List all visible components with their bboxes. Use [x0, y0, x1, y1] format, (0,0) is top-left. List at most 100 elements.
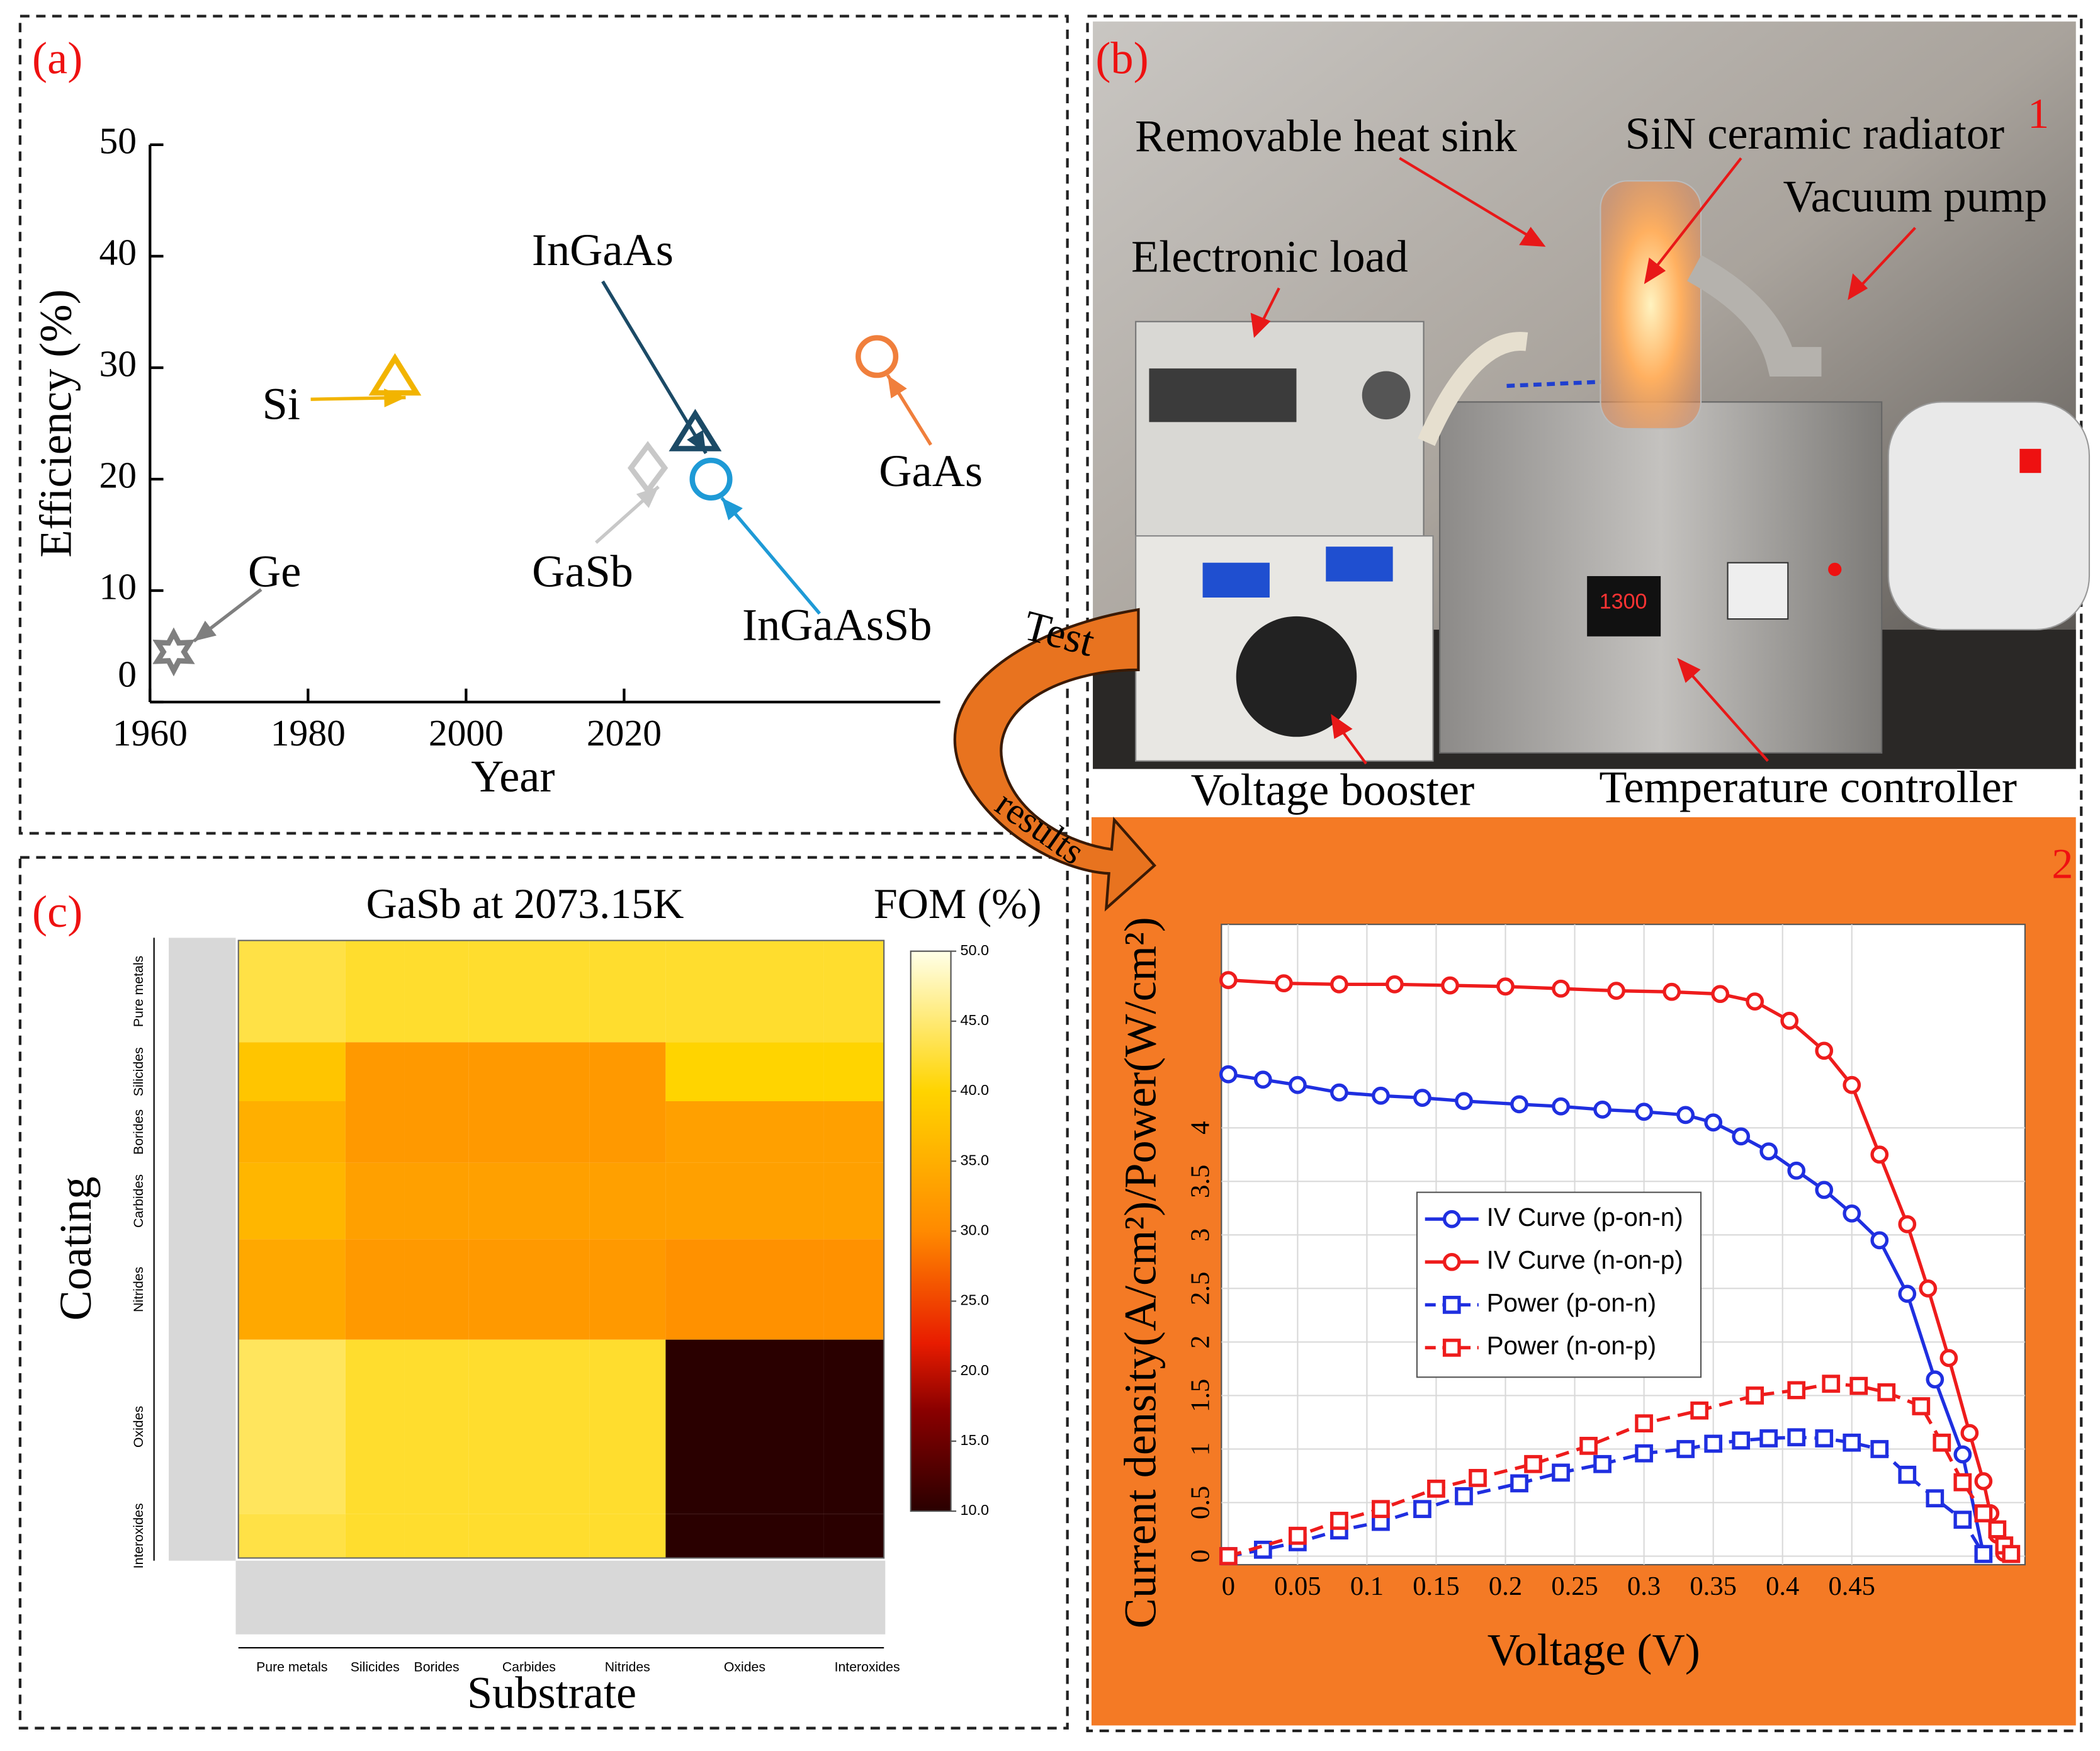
colorbar-tick-label: 15.0: [960, 1432, 989, 1448]
data-point: [1746, 992, 1764, 1011]
colorbar-tick-label: 30.0: [960, 1222, 989, 1238]
heatmap-cell: [665, 1042, 824, 1101]
x-tick-label: 0.35: [1690, 1572, 1736, 1601]
data-point: [1815, 1041, 1834, 1060]
data-point: [1732, 1127, 1751, 1146]
series-line: [1228, 1382, 2012, 1558]
heatmap-cell: [823, 940, 884, 1043]
y-tick-label: 2: [1185, 1335, 1215, 1349]
data-point: [1455, 1092, 1473, 1111]
vacuum-pump: [1887, 401, 2091, 631]
y-tick-label: 30: [99, 343, 137, 385]
y-axis-label: Efficiency (%): [30, 289, 81, 557]
data-point: [1219, 1065, 1238, 1084]
x-axis-label: Year: [471, 751, 555, 802]
vacuum-hose: [1687, 255, 1822, 377]
colorbar-tick-label: 35.0: [960, 1152, 989, 1168]
x-tick-label: 0.3: [1627, 1572, 1661, 1601]
y-group-label: Nitrides: [131, 1267, 146, 1312]
load-display: [1149, 368, 1297, 422]
heatmap-cell: [468, 940, 590, 1043]
y-tick-label: 4: [1185, 1121, 1215, 1135]
heatmap-cell: [345, 1514, 405, 1558]
panel-b-frame: [1086, 14, 2083, 1733]
data-point: [1510, 1474, 1528, 1493]
data-point: [1704, 1113, 1723, 1132]
y-tick-label: 20: [99, 455, 137, 496]
data-point: [1579, 1436, 1598, 1455]
heatmap-cell: [404, 1339, 469, 1514]
data-point: [1822, 1374, 1841, 1393]
photo-label: Vacuum pump: [1783, 171, 2047, 222]
data-point: [1253, 1540, 1272, 1559]
data-point: [1469, 1469, 1487, 1487]
load-knob: [1362, 371, 1411, 420]
annotation-arrowhead: [721, 497, 743, 521]
data-point: [1919, 1279, 1938, 1298]
electronic-load: [1135, 320, 1425, 550]
water-hose: [1418, 332, 1528, 446]
heatmap-cell: [665, 940, 824, 1043]
point-label: GaAs: [879, 446, 983, 496]
heatmap-cell: [238, 1162, 346, 1240]
data-point: [1843, 1433, 1861, 1452]
data-point: [1759, 1142, 1778, 1161]
data-point: [1635, 1444, 1653, 1463]
photo-label: Removable heat sink: [1135, 111, 1517, 161]
photo: 1300: [1093, 21, 2091, 817]
data-point: [1787, 1161, 1806, 1180]
heatmap-cell: [345, 1339, 405, 1514]
annotation-arrowhead: [888, 375, 907, 399]
data-point: [1877, 1383, 1896, 1402]
data-point: [1552, 1097, 1570, 1116]
data-point: [1289, 1075, 1307, 1094]
data-point: [1933, 1433, 1951, 1452]
colorbar-tick-label: 10.0: [960, 1502, 989, 1518]
connector-arrow: [953, 608, 1156, 912]
data-point: [1330, 1083, 1348, 1102]
point-label: Ge: [248, 547, 301, 597]
data-point: [1974, 1504, 1993, 1522]
heatmap-cell: [589, 940, 666, 1043]
heatmap-cell: [665, 1162, 824, 1240]
x-axis-label: Voltage (V): [1488, 1624, 1700, 1675]
data-point: [1427, 1480, 1445, 1498]
data-point: [1843, 1075, 1861, 1094]
colorbar-tick-label: 20.0: [960, 1362, 989, 1378]
y-group-label: Oxides: [131, 1406, 146, 1448]
x-group-label: Pure metals: [256, 1660, 327, 1675]
data-point: [1939, 1349, 1958, 1368]
heatmap-cell: [345, 1239, 405, 1340]
heatmap-cell: [665, 1239, 824, 1340]
data-point: [1898, 1215, 1917, 1233]
heatmap-cell: [823, 1042, 884, 1101]
data-point: [1759, 1429, 1778, 1448]
colorbar-tick-label: 25.0: [960, 1292, 989, 1308]
caption-strip: [1093, 769, 2076, 817]
y-tick-label: 10: [99, 566, 137, 608]
heatmap-cell: [823, 1339, 884, 1514]
x-axis-label: Substrate: [467, 1667, 636, 1718]
y-tick-label: 2.5: [1185, 1272, 1215, 1305]
photo-arrows: [1250, 157, 1916, 765]
heatmap-cell: [238, 1339, 346, 1514]
legend-marker: [1442, 1339, 1461, 1357]
data-point: [1988, 1520, 2007, 1539]
x-tick-label: 0.4: [1766, 1572, 1799, 1601]
meter: [1727, 562, 1789, 620]
heatmap-cell: [823, 1239, 884, 1340]
x-tick-label: 0.05: [1274, 1572, 1321, 1601]
y-axis-label: Coating: [50, 1177, 101, 1321]
heatmap-cell: [468, 1339, 590, 1514]
heatmap-cell: [404, 940, 469, 1043]
data-point: [1635, 1414, 1653, 1433]
x-tick-label: 0.45: [1829, 1572, 1875, 1601]
photo-label: Voltage booster: [1191, 764, 1475, 815]
x-tick-label: 0.15: [1413, 1572, 1459, 1601]
data-point: [1676, 1440, 1695, 1458]
x-group-label: Nitrides: [605, 1660, 650, 1675]
heatmap-title: GaSb at 2073.15K: [366, 880, 684, 927]
photo-label: Electronic load: [1131, 232, 1408, 282]
